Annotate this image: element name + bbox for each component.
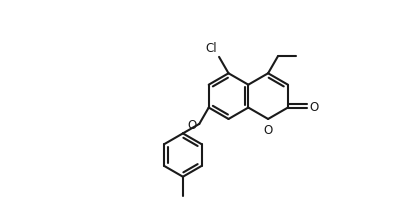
Text: Cl: Cl xyxy=(205,42,217,55)
Text: O: O xyxy=(264,124,273,137)
Text: O: O xyxy=(188,119,197,132)
Text: O: O xyxy=(310,101,319,114)
